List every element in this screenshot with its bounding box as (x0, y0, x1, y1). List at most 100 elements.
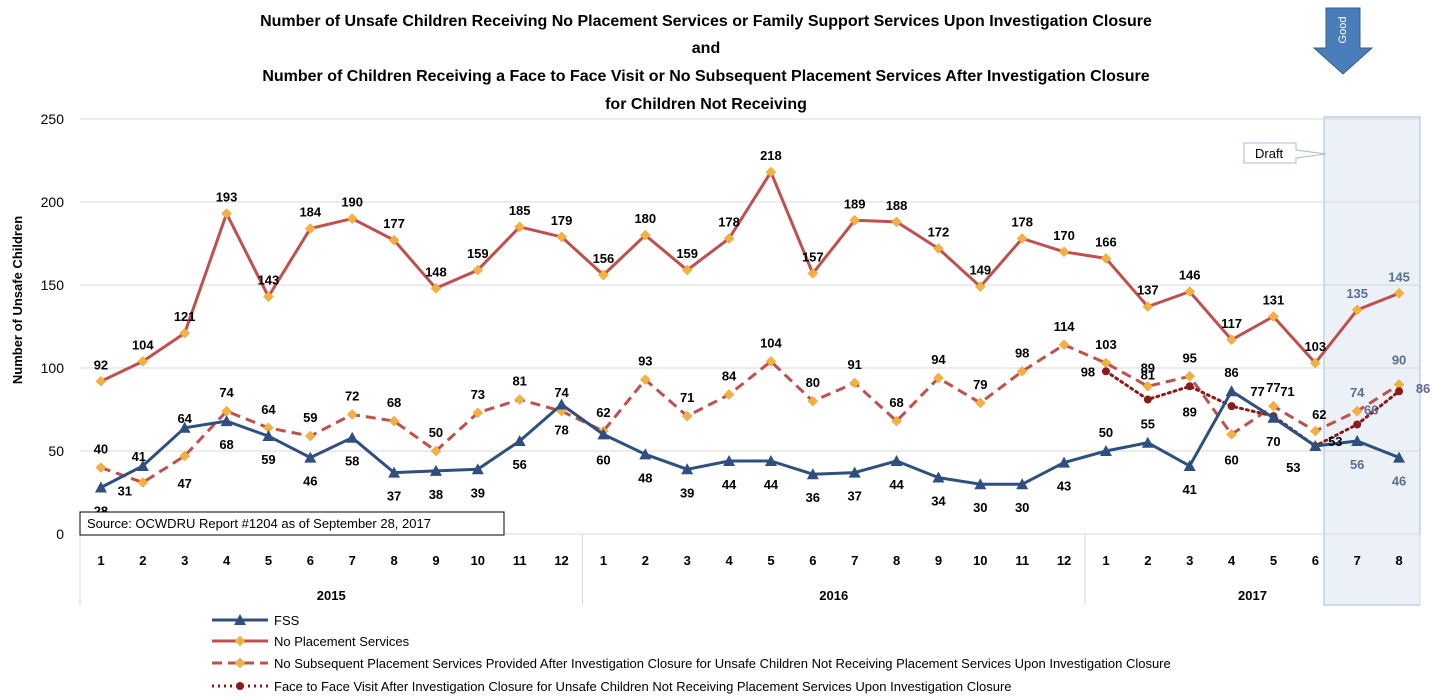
year-label: 2017 (1238, 588, 1267, 603)
x-tick-label: 12 (554, 553, 568, 568)
data-point (556, 231, 567, 243)
legend-item-0: FSS (212, 613, 300, 628)
data-label: 74 (219, 385, 234, 400)
data-point (1099, 445, 1112, 456)
data-label: 71 (680, 390, 694, 405)
x-tick-label: 2 (1144, 553, 1151, 568)
data-label: 56 (512, 457, 526, 472)
data-label: 70 (1266, 434, 1280, 449)
data-label: 180 (634, 211, 656, 226)
data-point (179, 450, 191, 462)
data-point (472, 407, 484, 419)
data-point (304, 430, 316, 442)
data-label: 185 (509, 203, 531, 218)
data-point (179, 327, 191, 339)
data-point (681, 463, 694, 475)
draft-callout: Draft (1243, 142, 1327, 164)
data-label: 117 (1221, 316, 1242, 331)
data-point (1184, 370, 1196, 382)
data-label: 53 (1286, 460, 1300, 475)
data-label: 59 (303, 410, 317, 425)
data-point (178, 421, 191, 433)
data-label: 178 (718, 215, 740, 230)
chart-title: Number of Unsafe Children Receiving No P… (260, 13, 1152, 113)
data-point (472, 264, 484, 276)
data-point (1143, 395, 1152, 404)
data-label: 172 (928, 224, 950, 239)
data-point (1058, 339, 1070, 351)
data-point (1309, 425, 1321, 437)
data-point (1268, 400, 1279, 412)
data-label: 30 (973, 500, 987, 515)
data-label: 31 (118, 484, 132, 499)
good-arrow-icon: Good (1312, 7, 1374, 75)
y-tick-label: 150 (41, 277, 65, 293)
y-tick-label: 50 (48, 443, 64, 459)
data-label: 50 (1099, 425, 1113, 440)
data-point (891, 415, 902, 427)
year-label: 2015 (317, 588, 346, 603)
data-label: 77 (1250, 384, 1264, 399)
data-label: 39 (680, 485, 694, 500)
x-tick-label: 2 (139, 553, 146, 568)
data-point (304, 451, 317, 463)
data-label: 193 (216, 190, 238, 205)
legend-label: No Subsequent Placement Services Provide… (274, 656, 1171, 671)
data-point (262, 430, 275, 442)
data-point (1183, 459, 1196, 471)
data-point (974, 281, 986, 293)
data-point (1268, 311, 1279, 322)
x-tick-label: 10 (973, 553, 987, 568)
year-label: 2016 (819, 588, 848, 603)
x-tick-label: 2 (642, 553, 649, 568)
data-point (974, 478, 987, 490)
x-tick-label: 7 (349, 553, 356, 568)
x-tick-label: 1 (1102, 553, 1109, 568)
x-tick-label: 11 (1015, 553, 1029, 568)
data-point (555, 398, 568, 410)
data-point (514, 221, 526, 233)
x-tick-label: 10 (471, 553, 485, 568)
title-line-1: Number of Unsafe Children Receiving No P… (260, 13, 1152, 30)
y-tick-label: 0 (56, 526, 64, 542)
data-label: 81 (1141, 368, 1155, 383)
data-label: 143 (258, 273, 280, 288)
y-tick-label: 200 (41, 194, 65, 210)
data-point (137, 356, 149, 367)
data-label: 93 (638, 354, 652, 369)
data-label: 30 (1015, 500, 1029, 515)
series-2 (95, 339, 1405, 488)
data-label: 156 (593, 251, 615, 266)
data-label: 177 (383, 216, 405, 231)
data-label: 41 (132, 449, 146, 464)
legend-item-1: No Placement Services (212, 634, 410, 649)
x-tick-label: 8 (1395, 553, 1402, 568)
data-point (723, 233, 735, 244)
x-tick-label: 3 (1186, 553, 1193, 568)
x-tick-label: 5 (265, 553, 272, 568)
legend-label: FSS (274, 613, 300, 628)
data-label: 146 (1179, 268, 1201, 283)
x-tick-label: 4 (725, 553, 733, 568)
data-point (346, 213, 358, 224)
data-label: 135 (1346, 286, 1368, 301)
data-label: 98 (1015, 345, 1029, 360)
data-label: 74 (1350, 385, 1365, 400)
data-point (1267, 411, 1280, 423)
data-label: 159 (467, 246, 489, 261)
data-label: 190 (341, 195, 363, 210)
data-label: 72 (345, 388, 359, 403)
data-label: 55 (1141, 417, 1155, 432)
legend-item-2: No Subsequent Placement Services Provide… (212, 656, 1171, 671)
legend-marker (234, 657, 246, 669)
data-label: 103 (1095, 337, 1117, 352)
data-label: 53 (1328, 434, 1342, 449)
x-tick-label: 1 (600, 553, 607, 568)
data-label: 41 (1182, 482, 1196, 497)
x-tick-label: 11 (513, 553, 527, 568)
data-point (429, 464, 442, 476)
data-label: 81 (512, 374, 526, 389)
data-point (681, 410, 693, 422)
data-label: 68 (387, 395, 401, 410)
data-label: 86 (1224, 365, 1238, 380)
